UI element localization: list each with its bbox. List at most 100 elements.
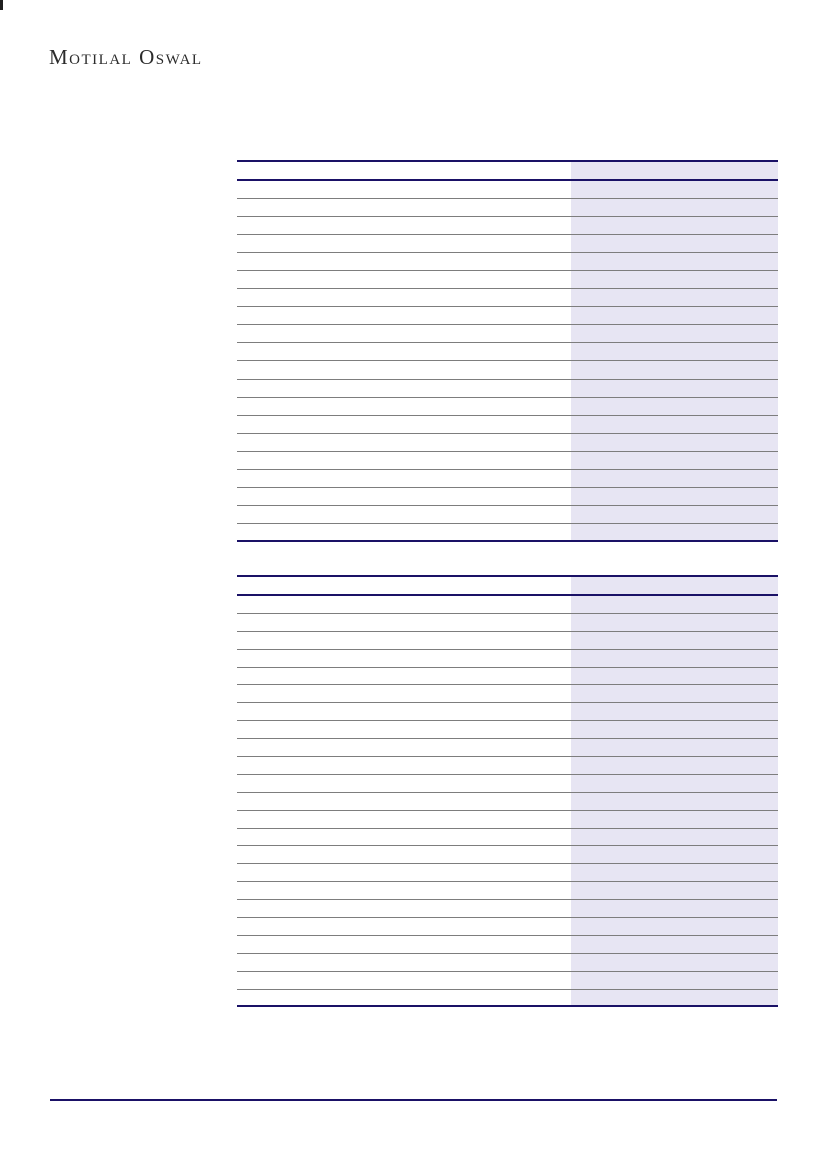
row-values-cell bbox=[571, 325, 778, 343]
row-label-cell bbox=[237, 452, 571, 469]
table-row bbox=[237, 828, 778, 847]
row-values-cell bbox=[571, 774, 778, 792]
row-values-cell bbox=[571, 487, 778, 505]
row-label-cell bbox=[237, 918, 571, 935]
table-row bbox=[237, 596, 778, 614]
row-label-cell bbox=[237, 217, 571, 234]
table-row bbox=[237, 307, 778, 326]
table-row bbox=[237, 451, 778, 470]
row-label-cell bbox=[237, 577, 571, 594]
row-label-cell bbox=[237, 380, 571, 397]
row-label-cell bbox=[237, 864, 571, 881]
row-label-cell bbox=[237, 685, 571, 702]
table-row bbox=[237, 271, 778, 290]
row-label-cell bbox=[237, 954, 571, 971]
table-row bbox=[237, 864, 778, 883]
table-header-row bbox=[237, 577, 778, 596]
footer-rule bbox=[50, 1099, 777, 1101]
row-label-cell bbox=[237, 811, 571, 828]
row-values-cell bbox=[571, 433, 778, 451]
row-label-cell bbox=[237, 596, 571, 613]
row-label-cell bbox=[237, 668, 571, 685]
row-values-cell bbox=[571, 343, 778, 361]
table-row bbox=[237, 685, 778, 704]
row-label-cell bbox=[237, 253, 571, 270]
row-label-cell bbox=[237, 162, 571, 179]
financials-table-2 bbox=[237, 575, 778, 1008]
row-label-cell bbox=[237, 506, 571, 523]
row-values-cell bbox=[571, 810, 778, 828]
table-row bbox=[237, 971, 778, 990]
row-label-cell bbox=[237, 936, 571, 953]
row-label-cell bbox=[237, 434, 571, 451]
row-values-cell bbox=[571, 739, 778, 757]
row-values-cell bbox=[571, 361, 778, 379]
row-values-cell bbox=[571, 469, 778, 487]
row-values-cell bbox=[571, 379, 778, 397]
row-label-cell bbox=[237, 307, 571, 324]
row-values-cell bbox=[571, 900, 778, 918]
row-values-cell bbox=[571, 703, 778, 721]
table-row bbox=[237, 846, 778, 865]
row-values-cell bbox=[571, 271, 778, 289]
brand-logo: Motilal Oswal bbox=[49, 45, 203, 69]
row-label-cell bbox=[237, 846, 571, 863]
row-values-cell bbox=[571, 685, 778, 703]
row-label-cell bbox=[237, 703, 571, 720]
table-row bbox=[237, 523, 778, 542]
row-label-cell bbox=[237, 721, 571, 738]
table-row bbox=[237, 235, 778, 254]
table-row bbox=[237, 989, 778, 1008]
table-row bbox=[237, 739, 778, 758]
row-values-cell bbox=[571, 415, 778, 433]
row-values-cell bbox=[571, 935, 778, 953]
table-row bbox=[237, 343, 778, 362]
row-label-cell bbox=[237, 524, 571, 540]
table-row bbox=[237, 667, 778, 686]
table-row bbox=[237, 487, 778, 506]
row-values-cell bbox=[571, 181, 778, 199]
row-label-cell bbox=[237, 235, 571, 252]
table-row bbox=[237, 415, 778, 434]
row-values-cell bbox=[571, 307, 778, 325]
row-values-cell bbox=[571, 505, 778, 523]
table-row bbox=[237, 613, 778, 632]
row-values-cell bbox=[571, 864, 778, 882]
table-row bbox=[237, 757, 778, 775]
table-row bbox=[237, 882, 778, 901]
table-row bbox=[237, 253, 778, 272]
row-values-cell bbox=[571, 253, 778, 271]
row-label-cell bbox=[237, 882, 571, 899]
row-values-cell bbox=[571, 721, 778, 739]
table-row bbox=[237, 325, 778, 344]
financials-table-1 bbox=[237, 160, 778, 542]
row-label-cell bbox=[237, 829, 571, 846]
row-values-cell bbox=[571, 397, 778, 415]
row-values-cell bbox=[571, 523, 778, 540]
row-values-cell bbox=[571, 989, 778, 1006]
row-values-cell bbox=[571, 596, 778, 613]
table-row bbox=[237, 199, 778, 218]
row-label-cell bbox=[237, 343, 571, 360]
table-row bbox=[237, 361, 778, 380]
row-label-cell bbox=[237, 199, 571, 216]
table-row bbox=[237, 217, 778, 236]
table-row bbox=[237, 379, 778, 398]
table-row bbox=[237, 649, 778, 668]
table-row bbox=[237, 703, 778, 722]
table-row bbox=[237, 774, 778, 793]
table-row bbox=[237, 397, 778, 416]
table-row bbox=[237, 469, 778, 488]
row-label-cell bbox=[237, 900, 571, 917]
row-label-cell bbox=[237, 289, 571, 306]
row-label-cell bbox=[237, 398, 571, 415]
row-values-cell bbox=[571, 918, 778, 935]
table-row bbox=[237, 953, 778, 972]
table-row bbox=[237, 631, 778, 650]
row-values-cell bbox=[571, 289, 778, 307]
row-label-cell bbox=[237, 650, 571, 667]
table-row bbox=[237, 918, 778, 936]
row-label-cell bbox=[237, 416, 571, 433]
row-values-cell bbox=[571, 649, 778, 667]
row-values-cell bbox=[571, 577, 778, 594]
